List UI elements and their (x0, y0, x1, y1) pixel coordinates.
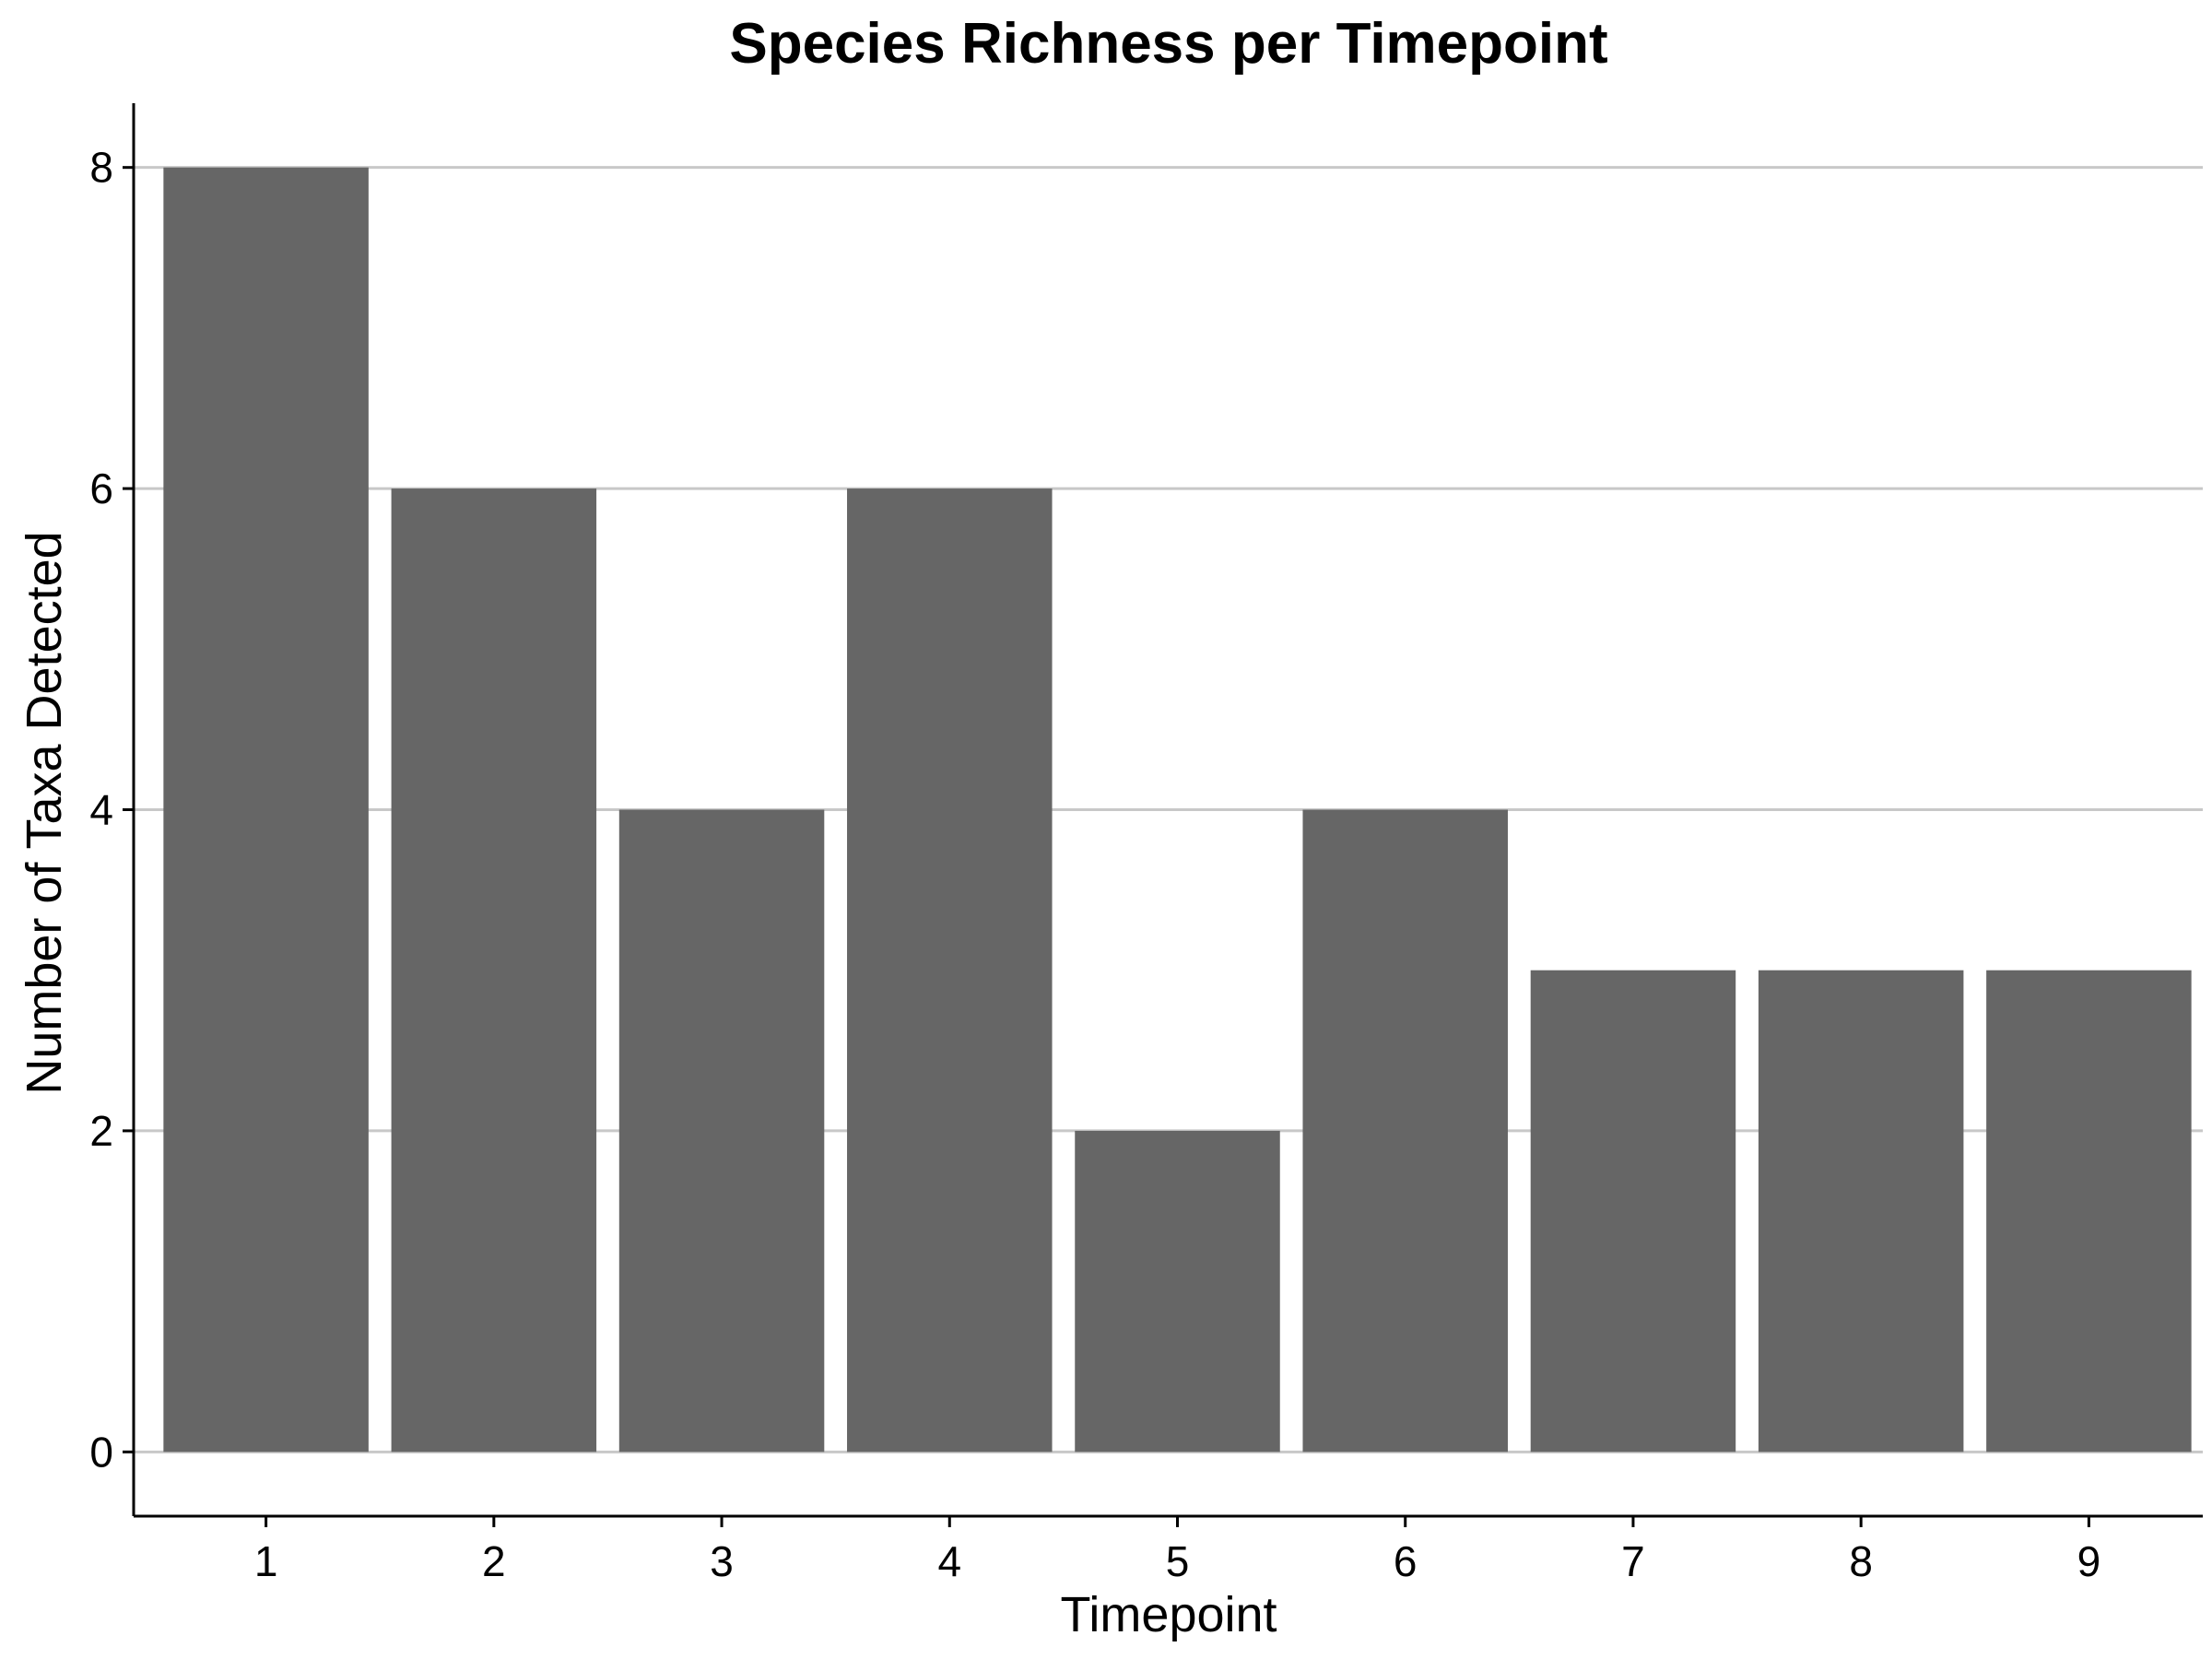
y-tick-label: 4 (89, 786, 113, 834)
y-tick-labels: 0 2 4 6 8 (89, 144, 134, 1476)
y-tick-label: 2 (89, 1107, 113, 1155)
bar-timepoint-5 (1075, 1130, 1280, 1453)
bar-timepoint-1 (163, 167, 369, 1453)
chart-title: Species Richness per Timepoint (729, 12, 1607, 76)
x-tick-label: 1 (254, 1537, 278, 1585)
bar-timepoint-2 (391, 488, 597, 1453)
y-axis-label: Number of Taxa Detected (17, 531, 72, 1094)
x-tick-label: 3 (710, 1537, 734, 1585)
x-axis-label: Timepoint (1060, 1587, 1277, 1642)
x-tick-label: 5 (1166, 1537, 1190, 1585)
bar-timepoint-4 (847, 488, 1053, 1453)
y-tick-label: 0 (89, 1428, 113, 1476)
x-tick-label: 4 (937, 1537, 961, 1585)
x-tick-label: 7 (1621, 1537, 1645, 1585)
bar-timepoint-8 (1758, 970, 1964, 1453)
bar-timepoint-9 (1986, 970, 2192, 1453)
bar-timepoint-7 (1530, 970, 1736, 1453)
x-tick-label: 2 (482, 1537, 506, 1585)
x-tick-labels: 1 2 3 4 5 6 7 8 9 (254, 1516, 2100, 1585)
x-tick-label: 8 (1849, 1537, 1873, 1585)
bars (163, 167, 2192, 1453)
x-tick-label: 9 (2077, 1537, 2101, 1585)
x-tick-label: 6 (1394, 1537, 1418, 1585)
bar-timepoint-3 (618, 809, 825, 1453)
y-tick-label: 6 (89, 465, 113, 512)
bar-timepoint-6 (1302, 809, 1508, 1453)
y-tick-label: 8 (89, 144, 113, 192)
